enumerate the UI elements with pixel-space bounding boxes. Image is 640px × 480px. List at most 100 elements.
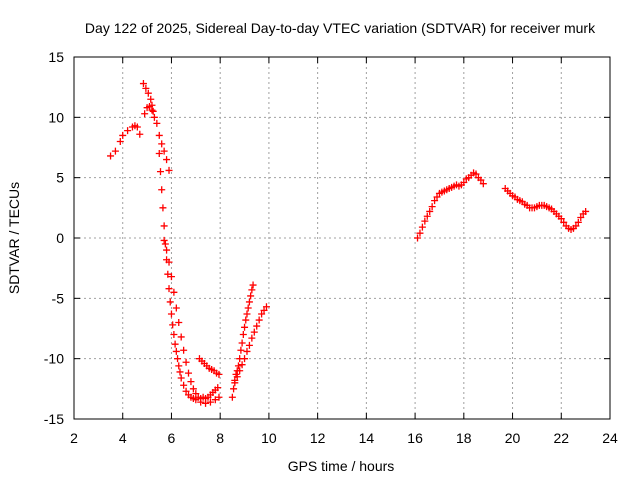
y-tick-label: -5	[52, 290, 65, 306]
data-point	[214, 384, 222, 392]
x-tick-label: 10	[261, 430, 277, 446]
x-tick-label: 24	[602, 430, 618, 446]
data-point	[147, 95, 155, 103]
data-point	[160, 236, 168, 244]
data-point	[172, 347, 180, 355]
data-point	[231, 379, 239, 387]
data-point	[142, 84, 150, 92]
series-seg3	[141, 102, 173, 174]
data-point	[170, 288, 178, 296]
data-point	[206, 398, 214, 406]
y-tick-label: -10	[44, 351, 64, 367]
data-point	[180, 346, 188, 354]
series-seg1	[107, 122, 144, 160]
data-point	[156, 168, 164, 176]
data-point	[107, 152, 115, 160]
data-point	[185, 369, 193, 377]
data-point	[241, 323, 249, 331]
data-point	[175, 362, 183, 370]
data-point	[165, 285, 173, 293]
data-point	[238, 361, 246, 369]
data-point	[255, 316, 263, 324]
data-point	[245, 298, 253, 306]
x-tick-labels: 2 4 6 8 10 12 14 16 18 20 22 24	[70, 430, 618, 446]
x-tick-label: 22	[553, 430, 569, 446]
data-point	[234, 362, 242, 370]
data-point	[428, 203, 436, 211]
data-point	[260, 306, 268, 314]
x-tick-label: 20	[505, 430, 521, 446]
data-point	[238, 339, 246, 347]
data-point	[167, 273, 175, 281]
data-point	[176, 368, 184, 376]
data-point	[177, 333, 185, 341]
data-point	[111, 147, 119, 155]
data-point	[175, 318, 183, 326]
data-point	[160, 222, 168, 230]
data-point	[243, 347, 251, 355]
x-tick-label: 2	[70, 430, 78, 446]
data-point	[146, 102, 154, 110]
data-point	[153, 119, 161, 127]
data-point	[172, 304, 180, 312]
series-seg6	[195, 355, 223, 378]
data-point	[158, 140, 166, 148]
data-point	[182, 358, 190, 366]
data-point	[187, 378, 195, 386]
data-point	[244, 304, 252, 312]
data-point	[233, 373, 241, 381]
data-point	[148, 106, 156, 114]
data-point	[242, 316, 250, 324]
data-point	[136, 130, 144, 138]
data-point	[477, 176, 485, 184]
x-tick-label: 8	[216, 430, 224, 446]
x-tick-label: 6	[168, 430, 176, 446]
y-tick-label: 15	[48, 49, 64, 65]
data-point	[245, 341, 253, 349]
data-point	[124, 127, 132, 135]
data-point	[171, 340, 179, 348]
data-point	[182, 387, 190, 395]
data-point	[230, 385, 238, 393]
data-point	[165, 258, 173, 266]
data-point	[161, 240, 169, 248]
data-point	[460, 178, 468, 186]
y-tick-labels: 15 10 5 0 -5 -10 -15	[44, 49, 64, 427]
y-tick-label: -15	[44, 411, 64, 427]
data-point	[237, 346, 245, 354]
data-point	[116, 137, 124, 145]
data-point	[158, 186, 166, 194]
data-point	[433, 193, 441, 201]
data-point	[133, 123, 141, 131]
data-point	[164, 270, 172, 278]
x-tick-label: 12	[310, 430, 326, 446]
data-point	[167, 310, 175, 318]
data-point	[169, 321, 177, 329]
data-points	[107, 80, 590, 407]
data-point	[170, 331, 178, 339]
x-tick-label: 18	[456, 430, 472, 446]
data-point	[163, 246, 171, 254]
data-point	[141, 110, 149, 118]
grid	[74, 57, 610, 419]
y-tick-label: 5	[56, 170, 64, 186]
data-point	[119, 131, 127, 139]
series-seg8	[228, 281, 257, 401]
data-point	[163, 156, 171, 164]
x-tick-label: 14	[359, 430, 375, 446]
data-point	[241, 355, 249, 363]
data-point	[160, 147, 168, 155]
data-point	[215, 393, 223, 401]
data-point	[426, 207, 434, 215]
data-point	[144, 89, 152, 97]
data-point	[192, 390, 200, 398]
data-point	[166, 298, 174, 306]
series-seg11	[501, 185, 590, 234]
data-point	[250, 328, 258, 336]
data-point	[560, 218, 568, 226]
data-point	[211, 396, 219, 404]
data-point	[414, 234, 422, 242]
data-point	[139, 80, 147, 88]
data-point	[582, 207, 590, 215]
